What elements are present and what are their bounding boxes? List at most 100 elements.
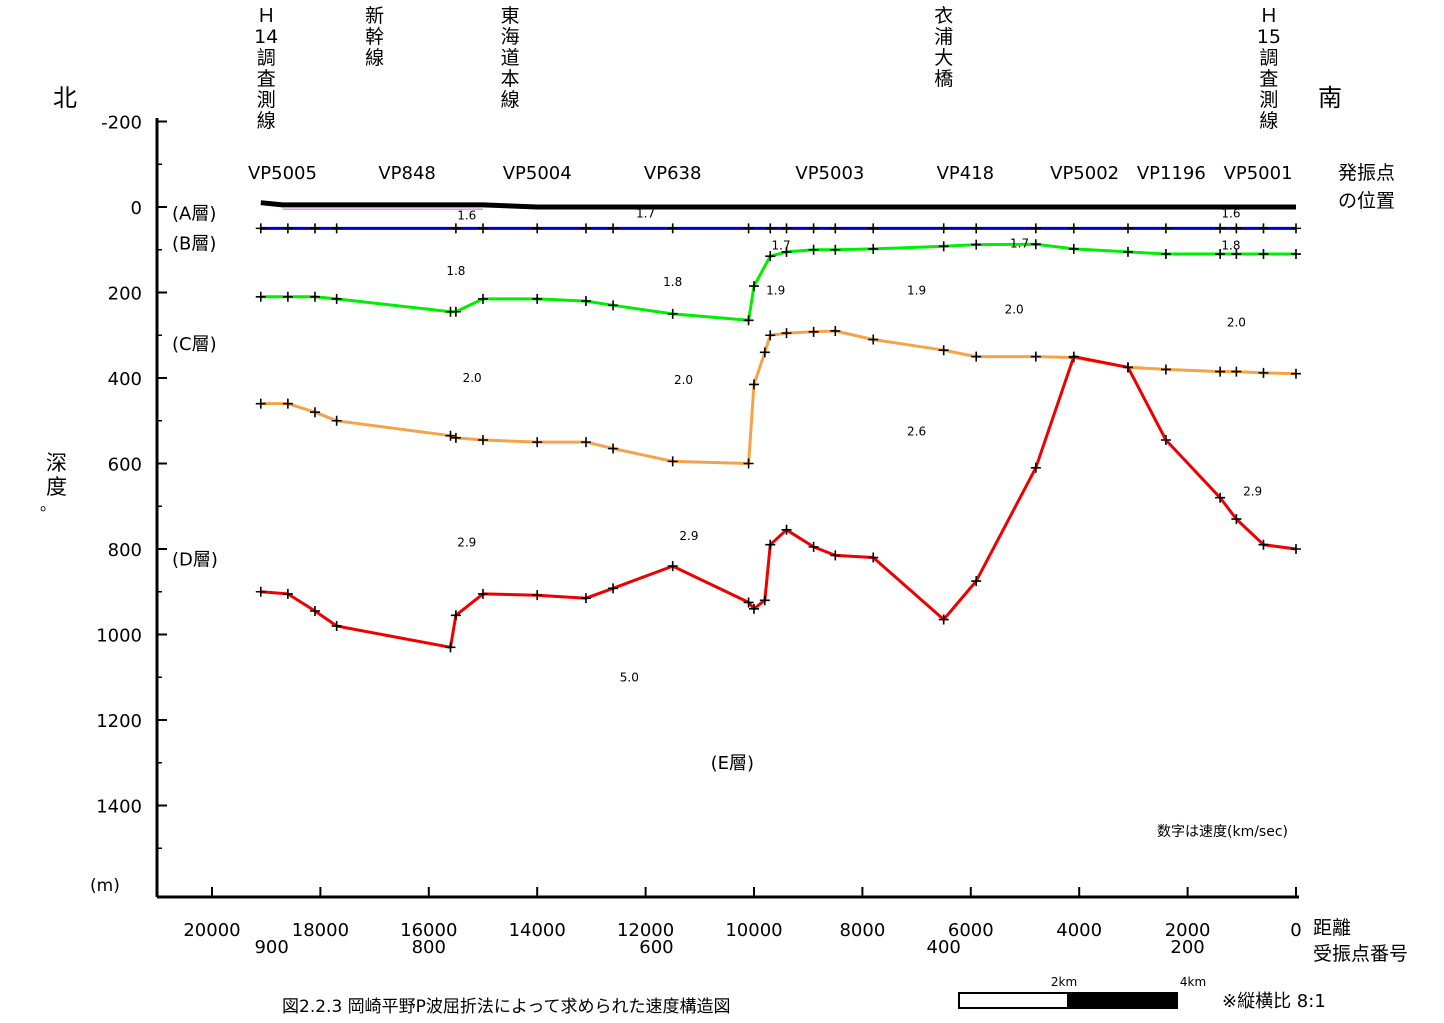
x-tick-label: 14000 bbox=[509, 920, 566, 941]
receiver-tick-label: 600 bbox=[639, 937, 673, 958]
data-point-D bbox=[478, 588, 488, 599]
receiver-tick-label: 400 bbox=[927, 937, 961, 958]
x-tick-label: 2000 bbox=[1165, 920, 1211, 941]
receiver-tick-label: 200 bbox=[1170, 937, 1204, 958]
vibration-point-label: VP5001 bbox=[1224, 163, 1293, 184]
data-point-A bbox=[808, 223, 819, 234]
data-point-C bbox=[781, 328, 792, 339]
data-point-C bbox=[868, 334, 879, 345]
x-tick-label: 4000 bbox=[1056, 920, 1102, 941]
data-point-D bbox=[743, 597, 754, 608]
data-point-C bbox=[608, 443, 619, 454]
data-point-D bbox=[1231, 514, 1242, 525]
data-point-C bbox=[830, 325, 841, 336]
data-point-A bbox=[868, 223, 879, 234]
data-point-B bbox=[532, 293, 543, 304]
x-tick-label: 6000 bbox=[948, 920, 994, 941]
velocity-label: 1.8 bbox=[446, 264, 465, 278]
series-line-B bbox=[260, 242, 1296, 322]
data-point-D bbox=[580, 593, 591, 604]
aspect-ratio-note: ※縦横比 8:1 bbox=[1222, 991, 1326, 1012]
velocity-label: 1.6 bbox=[1221, 206, 1240, 220]
scale-bar-label: 2km bbox=[1051, 975, 1077, 989]
velocity-label: 2.9 bbox=[457, 536, 476, 550]
velocity-label: 2.9 bbox=[1243, 484, 1262, 498]
data-point-B bbox=[255, 291, 266, 302]
series-line-C bbox=[260, 329, 1297, 465]
data-point-C bbox=[1030, 351, 1041, 362]
place-label: 東海道本線 bbox=[501, 5, 520, 111]
velocity-label: 1.9 bbox=[907, 283, 926, 297]
labels: 北 南 Ｈ 14 調査測線 新幹線 東海道本線 衣浦大橋 Ｈ 15 調査測線 VP5005 VP848 V… bbox=[53, 5, 1395, 1017]
data-point-B bbox=[478, 293, 488, 304]
velocity-label: 1.6 bbox=[457, 209, 476, 223]
data-point-D bbox=[282, 588, 293, 599]
data-point-B bbox=[331, 293, 342, 304]
data-point-A bbox=[1160, 223, 1171, 234]
data-point-B bbox=[1215, 249, 1226, 260]
data-point-D bbox=[868, 552, 879, 563]
data-point-A bbox=[580, 223, 591, 234]
data-point-B bbox=[830, 244, 841, 255]
velocity-label: 2.6 bbox=[907, 424, 926, 438]
data-point-D bbox=[1258, 539, 1269, 550]
velocity-label: 2.0 bbox=[463, 371, 482, 385]
y-tick-label: 1400 bbox=[96, 797, 142, 818]
y-unit-label: (m) bbox=[90, 876, 120, 896]
data-point-D bbox=[450, 610, 461, 621]
data-point-B bbox=[667, 308, 678, 319]
layer-label: (A層) bbox=[172, 203, 216, 224]
data-point-D bbox=[445, 642, 456, 653]
velocity-label: 2.0 bbox=[1005, 303, 1024, 317]
data-point-A bbox=[667, 223, 678, 234]
data-point-A bbox=[971, 223, 982, 234]
y-axis-label-mark: 。 bbox=[40, 495, 56, 514]
velocity-label: 1.7 bbox=[1010, 236, 1029, 250]
data-point-B bbox=[1122, 246, 1133, 257]
data-point-A bbox=[743, 223, 754, 234]
data-point-B bbox=[309, 291, 320, 302]
y-tick-label: 800 bbox=[108, 540, 142, 561]
data-point-D bbox=[749, 603, 759, 614]
data-point-B bbox=[1030, 239, 1041, 250]
data-point-C bbox=[1160, 364, 1171, 375]
data-point-B bbox=[1258, 249, 1269, 260]
y-axis-label: 深度 bbox=[46, 451, 67, 499]
data-series bbox=[255, 200, 1301, 653]
x-axis-label: 距離 bbox=[1313, 917, 1351, 939]
place-label: Ｈ 14 調査測線 bbox=[254, 5, 278, 132]
y-tick-label: 0 bbox=[131, 198, 142, 219]
data-point-A bbox=[309, 223, 320, 234]
data-point-A bbox=[532, 223, 543, 234]
x-tick-label: 20000 bbox=[183, 920, 240, 941]
data-point-B bbox=[1291, 249, 1301, 260]
data-point-D bbox=[830, 550, 841, 561]
data-point-D bbox=[765, 539, 776, 550]
vibration-point-label: VP5003 bbox=[795, 163, 864, 184]
data-point-C bbox=[808, 326, 819, 337]
data-point-D bbox=[1030, 462, 1041, 473]
velocity-label: 1.7 bbox=[636, 206, 655, 220]
data-point-D bbox=[309, 605, 320, 616]
velocity-label: 1.8 bbox=[663, 275, 682, 289]
data-point-A bbox=[282, 223, 293, 234]
data-point-B bbox=[1068, 243, 1079, 254]
data-point-B bbox=[608, 300, 619, 311]
x-tick-label: 16000 bbox=[400, 920, 457, 941]
data-point-D bbox=[255, 586, 266, 597]
receiver-tick-label: 800 bbox=[412, 937, 446, 958]
data-point-A bbox=[478, 223, 488, 234]
data-point-C bbox=[749, 379, 759, 390]
data-point-D bbox=[971, 576, 982, 587]
data-point-C bbox=[478, 434, 488, 445]
data-point-A bbox=[450, 223, 461, 234]
data-point-B bbox=[868, 243, 879, 254]
data-point-D bbox=[808, 541, 819, 552]
vibration-point-label: VP5002 bbox=[1050, 163, 1119, 184]
data-point-B bbox=[781, 246, 792, 257]
data-point-C bbox=[450, 432, 461, 443]
velocity-label: 2.9 bbox=[679, 529, 698, 543]
data-point-D bbox=[1068, 351, 1079, 362]
